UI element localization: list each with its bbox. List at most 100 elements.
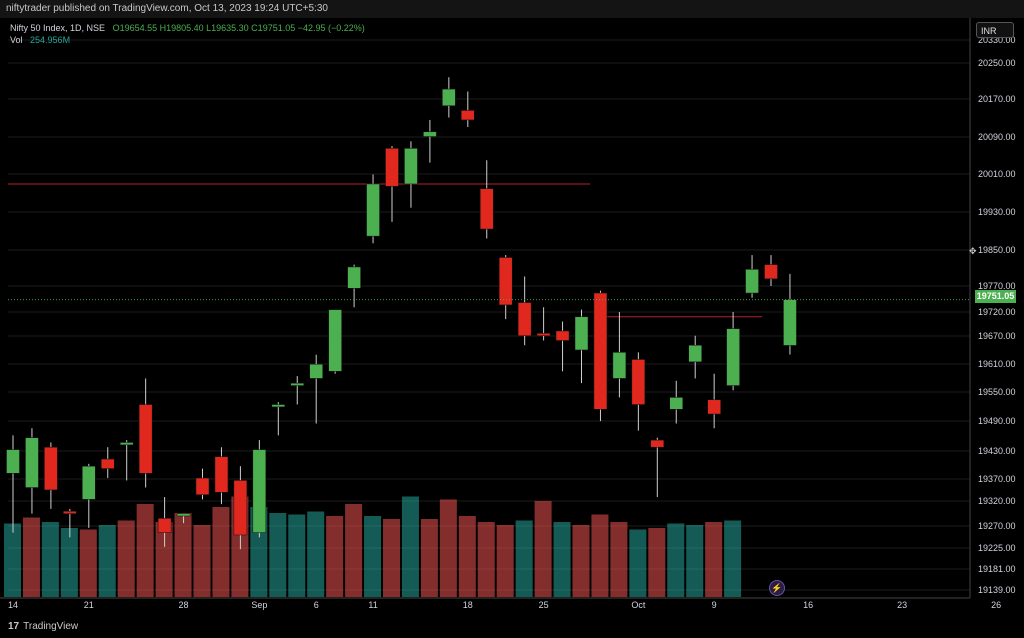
price-chart[interactable]: 20330.00 20250.00 20170.00 20090.00 20010.00… (0, 0, 1024, 616)
volume-legend: Vol 254.956M (10, 35, 70, 45)
price-tick-label: 20010.00 (978, 169, 1016, 179)
candle-body (347, 266, 361, 289)
time-tick-label: Oct (631, 600, 646, 610)
candle-body (688, 344, 702, 363)
volume-bar (79, 529, 97, 597)
price-tick-label: 19270.00 (978, 521, 1016, 531)
volume-bar (439, 499, 457, 597)
candle-body (574, 316, 589, 351)
candle-body (707, 399, 721, 415)
volume-bar (458, 516, 476, 597)
volume-bar (326, 516, 344, 597)
candle-body (480, 188, 494, 230)
candle-body (404, 148, 418, 185)
price-tick-label: 19225.00 (978, 543, 1016, 553)
tradingview-logo: 17 TradingView (8, 621, 78, 632)
time-tick-label: 18 (463, 600, 473, 610)
volume-bar (60, 528, 78, 597)
candle-body (290, 382, 304, 386)
candle-body (195, 477, 210, 495)
candle-body (423, 131, 437, 137)
candle-body (726, 328, 740, 386)
price-tick-label: 20330.00 (978, 35, 1016, 45)
volume-bar (4, 523, 21, 597)
time-tick-label: 14 (8, 600, 18, 610)
candle-body (745, 269, 759, 294)
volume-bar (98, 525, 116, 597)
time-tick-label: Sep (251, 600, 267, 610)
volume-bar (193, 525, 211, 597)
candle-body (82, 465, 96, 500)
volume-bar (212, 507, 230, 597)
footer-bar (0, 616, 1024, 638)
candle-body (176, 513, 191, 517)
time-tick-label: 11 (368, 600, 377, 610)
volume-bar (420, 519, 438, 597)
volume-bar (705, 522, 723, 597)
volume-bar (41, 522, 59, 597)
volume-bar (534, 501, 552, 597)
candle-body (233, 480, 248, 536)
time-tick-label: 23 (897, 600, 907, 610)
candle-body (63, 511, 77, 514)
candle-body (157, 518, 172, 533)
price-tick-label: 19490.00 (978, 416, 1016, 426)
candle-body (309, 363, 323, 379)
price-tick-label: 19550.00 (978, 387, 1016, 397)
currency-button[interactable]: INR (976, 22, 1014, 38)
candle-body (328, 309, 342, 372)
tradingview-mark-icon: 17 (8, 621, 20, 632)
candle-body (650, 439, 665, 448)
price-tick-label: 19770.00 (978, 281, 1016, 291)
volume-bar (307, 511, 325, 597)
price-tick-label: 20250.00 (978, 58, 1016, 68)
candle-body (271, 404, 286, 408)
volume-bar (553, 522, 571, 597)
time-tick-label: 21 (84, 600, 94, 610)
volume-bar (174, 513, 192, 597)
volume-bar (515, 520, 533, 597)
flash-icon[interactable]: ⚡ (769, 580, 785, 596)
volume-value: 254.956M (30, 35, 71, 45)
price-tick-label: 19181.00 (978, 564, 1016, 574)
price-tick-label: 19320.00 (978, 496, 1016, 506)
volume-bar (345, 504, 363, 597)
publish-text: niftytrader published on TradingView.com… (6, 3, 328, 14)
ohlc-legend: Nifty 50 Index, 1D, NSE O19654.55 H19805… (10, 23, 365, 33)
candle-body (669, 397, 683, 410)
volume-bar (401, 496, 419, 597)
ohlc-values: O19654.55 H19805.40 L19635.30 C19751.05 … (112, 23, 365, 33)
price-tick-label: 19670.00 (978, 331, 1016, 341)
candle-body (442, 88, 456, 106)
time-tick-label: 26 (991, 600, 1001, 610)
volume-bar (117, 520, 135, 597)
symbol-label: Nifty 50 Index, 1D, NSE (10, 23, 106, 33)
price-tick-label: 19930.00 (978, 207, 1016, 217)
volume-bar (686, 525, 704, 597)
volume-bar (648, 528, 666, 597)
candle-body (252, 449, 267, 533)
volume-bar (269, 513, 287, 597)
brand-text: TradingView (23, 621, 79, 632)
volume-bar (155, 522, 173, 597)
candle-body (138, 404, 153, 474)
volume-bar (22, 517, 40, 597)
candle-body (25, 437, 39, 488)
candle-body (536, 333, 551, 336)
candle-body (101, 458, 115, 469)
volume-bar (136, 504, 154, 597)
candle-body (214, 456, 229, 493)
candle-body (366, 183, 380, 237)
price-tick-label: 20090.00 (978, 132, 1016, 142)
candle-body (498, 257, 513, 306)
price-tick-label: 19850.00 (978, 245, 1016, 255)
candle-body (631, 359, 646, 405)
publish-bar: niftytrader published on TradingView.com… (0, 0, 1024, 18)
candle-body (44, 446, 58, 491)
candle-body (764, 264, 778, 280)
volume-bar (383, 519, 400, 597)
candle-body (6, 449, 20, 474)
volume-bar (724, 520, 742, 597)
time-tick-label: 16 (803, 600, 813, 610)
